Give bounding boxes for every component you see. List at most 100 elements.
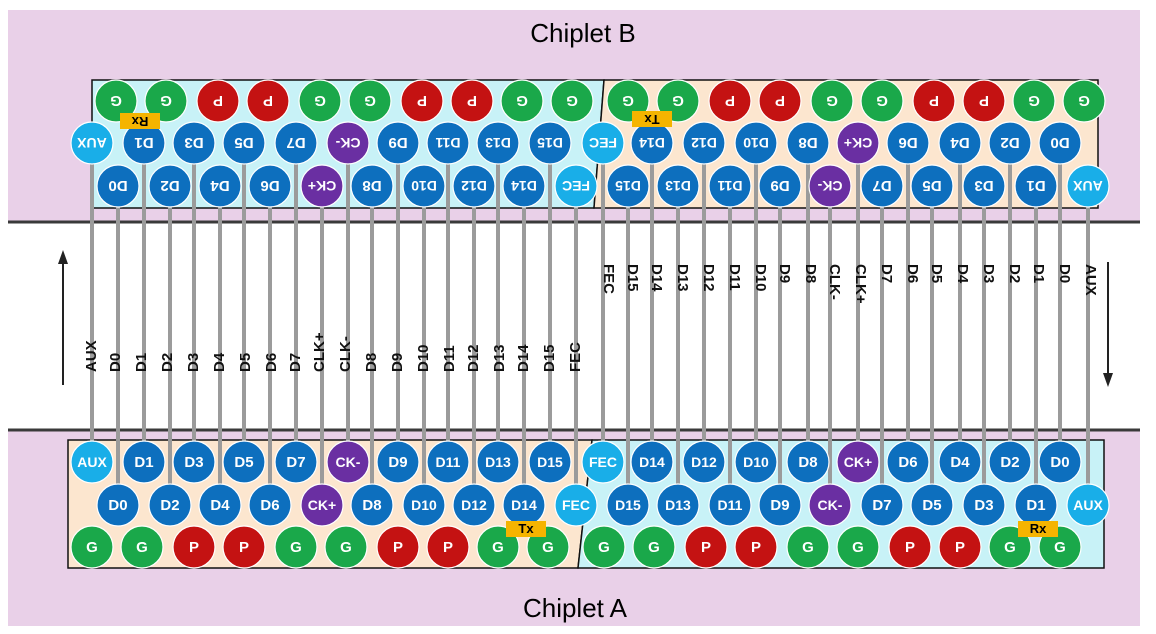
svg-text:D9: D9 xyxy=(770,177,789,194)
chiplet-a-pin-g: G xyxy=(274,525,318,569)
chiplet-b-pin-g: G xyxy=(1062,79,1106,123)
svg-text:AUX: AUX xyxy=(1073,178,1103,194)
svg-text:FEC: FEC xyxy=(589,454,617,470)
chiplet-a-pin-d3: D3 xyxy=(962,483,1006,527)
chiplet-b-title: Chiplet B xyxy=(530,18,636,48)
chiplet-a-pin-d9: D9 xyxy=(758,483,802,527)
wire-label-left-clk-plus: CLK+ xyxy=(311,332,328,372)
svg-text:P: P xyxy=(775,92,785,109)
wire-label-right-clk-plus: CLK+ xyxy=(852,264,869,304)
chiplet-a-pin-d8: D8 xyxy=(350,483,394,527)
svg-text:AUX: AUX xyxy=(77,135,107,151)
svg-text:D6: D6 xyxy=(260,177,279,194)
chiplet-a-pin-ck-plus: CK+ xyxy=(836,440,880,484)
svg-text:G: G xyxy=(340,539,352,556)
svg-text:D8: D8 xyxy=(798,454,817,471)
chiplet-a-pin-d13: D13 xyxy=(476,440,520,484)
chiplet-a-pin-d15: D15 xyxy=(528,440,572,484)
chiplet-b-pin-d2: D2 xyxy=(988,121,1032,165)
chiplet-b-pin-d13: D13 xyxy=(476,121,520,165)
chiplet-b-pin-d9: D9 xyxy=(376,121,420,165)
svg-text:Tx: Tx xyxy=(518,521,534,536)
svg-text:G: G xyxy=(364,92,376,109)
chiplet-b-pin-g: G xyxy=(550,79,594,123)
svg-text:G: G xyxy=(542,539,554,556)
wire-label-right-fec: FEC xyxy=(600,264,617,294)
svg-text:D14: D14 xyxy=(511,497,537,513)
chiplet-a-rx-tag: Rx xyxy=(1018,521,1058,537)
chiplet-a-pin-g: G xyxy=(786,525,830,569)
svg-text:CK+: CK+ xyxy=(308,178,336,194)
chiplet-b-pin-p: P xyxy=(912,79,956,123)
chiplet-a-pin-d0: D0 xyxy=(1038,440,1082,484)
wire-label-left-fec: FEC xyxy=(567,342,584,372)
chiplet-a-pin-d6: D6 xyxy=(886,440,930,484)
svg-text:D2: D2 xyxy=(1000,454,1019,471)
chiplet-b-pin-p: P xyxy=(708,79,752,123)
svg-text:P: P xyxy=(189,539,199,556)
svg-text:D6: D6 xyxy=(898,454,917,471)
svg-text:D7: D7 xyxy=(872,497,891,514)
svg-text:G: G xyxy=(1054,539,1066,556)
chiplet-b-pin-d6: D6 xyxy=(886,121,930,165)
wire-label-left-d15: D15 xyxy=(541,344,558,372)
svg-text:CK+: CK+ xyxy=(308,497,336,513)
svg-text:P: P xyxy=(239,539,249,556)
svg-text:AUX: AUX xyxy=(1073,497,1103,513)
svg-text:G: G xyxy=(672,92,684,109)
svg-text:D7: D7 xyxy=(286,134,305,151)
chiplet-b-pin-d2: D2 xyxy=(148,164,192,208)
svg-text:P: P xyxy=(929,92,939,109)
svg-text:D6: D6 xyxy=(898,134,917,151)
svg-text:D0: D0 xyxy=(1050,454,1069,471)
chiplet-a-pin-d14: D14 xyxy=(502,483,546,527)
svg-text:P: P xyxy=(905,539,915,556)
svg-text:D1: D1 xyxy=(1026,497,1045,514)
svg-text:D13: D13 xyxy=(665,497,691,513)
svg-text:FEC: FEC xyxy=(589,135,617,151)
svg-text:D12: D12 xyxy=(461,178,487,194)
chiplet-a-pin-p: P xyxy=(684,525,728,569)
wire-label-right-d1: D1 xyxy=(1030,264,1047,283)
svg-text:D11: D11 xyxy=(717,178,742,194)
wire-label-left-d1: D1 xyxy=(133,353,150,372)
svg-text:D11: D11 xyxy=(436,454,461,470)
svg-text:D3: D3 xyxy=(184,454,203,471)
chiplet-b-tx-tag: Tx xyxy=(632,111,672,127)
chiplet-b-pin-d6: D6 xyxy=(248,164,292,208)
svg-text:D1: D1 xyxy=(1026,177,1045,194)
svg-text:FEC: FEC xyxy=(562,497,590,513)
chiplet-a-pin-g: G xyxy=(632,525,676,569)
svg-text:P: P xyxy=(955,539,965,556)
svg-text:D0: D0 xyxy=(108,497,127,514)
chiplet-b-pin-ck-plus: CK+ xyxy=(836,121,880,165)
svg-text:D3: D3 xyxy=(974,177,993,194)
chiplet-b-pin-d0: D0 xyxy=(1038,121,1082,165)
chiplet-a-title: Chiplet A xyxy=(523,593,628,623)
chiplet-a-pin-d15: D15 xyxy=(606,483,650,527)
chiplet-b-pin-d8: D8 xyxy=(786,121,830,165)
chiplet-a-pin-aux: AUX xyxy=(1066,483,1110,527)
chiplet-b-pin-p: P xyxy=(758,79,802,123)
chiplet-a-pin-g: G xyxy=(582,525,626,569)
wire-label-right-d13: D13 xyxy=(674,264,691,292)
chiplet-b-pin-fec: FEC xyxy=(554,164,598,208)
downward-arrow-icon xyxy=(1103,262,1113,387)
wire-label-left-d9: D9 xyxy=(389,353,406,372)
svg-text:D4: D4 xyxy=(950,454,970,471)
svg-text:P: P xyxy=(467,92,477,109)
svg-text:D15: D15 xyxy=(615,178,641,194)
chiplet-b-pin-d5: D5 xyxy=(910,164,954,208)
wire-label-right-d11: D11 xyxy=(726,264,743,291)
chiplet-a-pin-d0: D0 xyxy=(96,483,140,527)
svg-text:D12: D12 xyxy=(691,454,717,470)
svg-text:CK+: CK+ xyxy=(844,135,872,151)
wire-label-right-d3: D3 xyxy=(980,264,997,283)
wire-label-left-d12: D12 xyxy=(465,344,482,372)
chiplet-a-pin-p: P xyxy=(172,525,216,569)
svg-text:G: G xyxy=(160,92,172,109)
chiplet-b-pin-d4: D4 xyxy=(938,121,982,165)
svg-text:P: P xyxy=(751,539,761,556)
chiplet-a-pin-d5: D5 xyxy=(222,440,266,484)
wire-label-left-d3: D3 xyxy=(185,353,202,372)
